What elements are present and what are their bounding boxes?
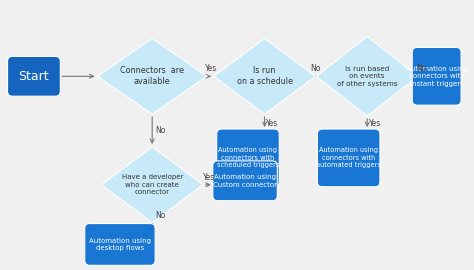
Text: No: No: [155, 211, 165, 220]
FancyBboxPatch shape: [217, 129, 279, 187]
Text: Automation using
desktop flows: Automation using desktop flows: [89, 238, 151, 251]
Text: Yes: Yes: [203, 173, 215, 182]
Text: Yes: Yes: [266, 119, 279, 127]
Text: Automation using
connectors with
instant triggers: Automation using connectors with instant…: [406, 66, 468, 87]
Text: Is run based
on events
of other systems: Is run based on events of other systems: [337, 66, 398, 87]
FancyBboxPatch shape: [318, 129, 380, 187]
Text: Yes: Yes: [369, 119, 381, 127]
Text: Is run
on a schedule: Is run on a schedule: [237, 66, 292, 86]
Text: No: No: [155, 126, 165, 134]
Text: Connectors  are
available: Connectors are available: [120, 66, 184, 86]
Text: No: No: [416, 64, 426, 73]
Text: Yes: Yes: [205, 64, 217, 73]
FancyBboxPatch shape: [85, 224, 155, 265]
Polygon shape: [214, 39, 315, 114]
FancyBboxPatch shape: [213, 161, 277, 201]
Text: Start: Start: [18, 70, 49, 83]
FancyBboxPatch shape: [412, 48, 461, 105]
Text: Automation using
connectors with
automated triggers: Automation using connectors with automat…: [316, 147, 381, 168]
Text: Automation using
Custom connector: Automation using Custom connector: [213, 174, 277, 187]
Polygon shape: [101, 147, 203, 222]
Polygon shape: [317, 36, 418, 116]
Text: Automation using
connectors with
scheduled triggers: Automation using connectors with schedul…: [217, 147, 279, 168]
Text: No: No: [310, 64, 320, 73]
Polygon shape: [98, 39, 207, 114]
FancyBboxPatch shape: [8, 56, 60, 96]
Text: Have a developer
who can create
connector: Have a developer who can create connecto…: [121, 174, 183, 195]
